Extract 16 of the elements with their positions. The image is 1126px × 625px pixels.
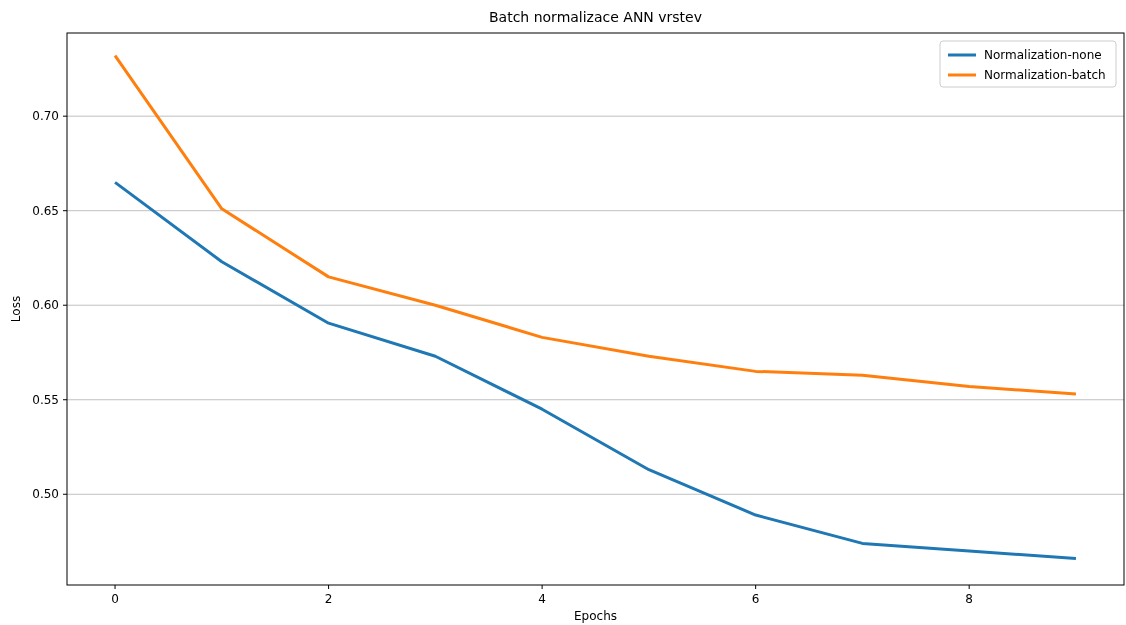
x-tick-label: 0: [111, 592, 119, 606]
x-axis-title: Epochs: [574, 609, 617, 623]
y-tick-label: 0.55: [32, 392, 59, 407]
legend-label: Normalization-batch: [984, 68, 1106, 82]
chart-title: Batch normalizace ANN vrstev: [488, 9, 703, 25]
x-tick-label: 8: [965, 592, 974, 606]
y-axis-title: Loss: [9, 295, 23, 323]
x-tick-label: 2: [324, 592, 333, 606]
x-tick-label: 6: [751, 592, 760, 606]
x-tick-label: 4: [538, 592, 546, 606]
y-tick-label: 0.60: [32, 298, 59, 313]
y-tick-label: 0.50: [32, 487, 59, 502]
line-series: [113, 180, 1078, 561]
y-tick-label: 0.70: [32, 109, 59, 124]
legend-label: Normalization-none: [984, 48, 1102, 62]
y-tick-label: 0.65: [32, 203, 59, 218]
